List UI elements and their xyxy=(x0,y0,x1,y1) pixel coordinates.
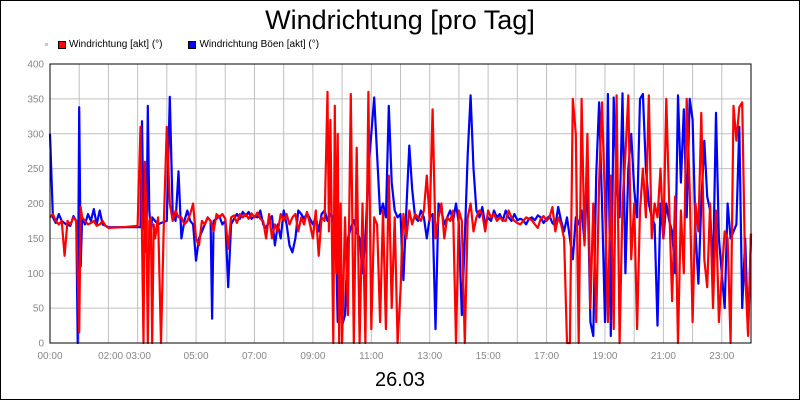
x-axis-date-label: 26.03 xyxy=(374,369,426,391)
x-tick-label: 19:00 xyxy=(592,351,617,362)
x-tick-label: 02:00 03:00 xyxy=(98,351,151,362)
legend-item-boeen: Windrichtung Böen [akt] (°) xyxy=(188,39,319,50)
y-tick-label: 250 xyxy=(27,164,44,175)
legend-swatch-red xyxy=(58,40,66,49)
series-line-boeen xyxy=(48,92,753,345)
chart-title: Windrichtung [pro Tag] xyxy=(265,5,535,35)
y-tick-label: 50 xyxy=(33,304,45,315)
legend-label-boeen: Windrichtung Böen [akt] (°) xyxy=(199,39,320,50)
x-tick-label: 15:00 xyxy=(476,351,501,362)
y-tick-label: 350 xyxy=(27,94,44,105)
y-tick-label: 300 xyxy=(27,129,44,140)
x-tick-label: 11:00 xyxy=(359,351,384,362)
y-tick-label: 150 xyxy=(27,234,44,245)
legend-marker-dot xyxy=(45,43,48,46)
legend-item-windrichtung: Windrichtung [akt] (°) xyxy=(58,39,162,50)
y-tick-label: 0 xyxy=(38,339,44,350)
x-tick-label: 17:00 xyxy=(534,351,559,362)
x-tick-label: 21:00 xyxy=(651,351,676,362)
series-line-windrichtung xyxy=(49,90,753,345)
x-tick-label: 07:00 xyxy=(242,351,267,362)
legend: Windrichtung [akt] (°) Windrichtung Böen… xyxy=(45,39,345,50)
x-tick-label: 09:00 xyxy=(300,351,325,362)
legend-label-windrichtung: Windrichtung [akt] (°) xyxy=(69,39,163,50)
y-tick-label: 400 xyxy=(27,60,44,71)
x-tick-label: 13:00 xyxy=(417,351,442,362)
x-tick-label: 23:00 xyxy=(709,351,734,362)
y-tick-label: 200 xyxy=(27,199,44,210)
plot-border xyxy=(49,63,752,344)
legend-swatch-blue xyxy=(188,40,197,49)
x-tick-label: 05:00 xyxy=(184,351,209,362)
x-tick-label: 00:00 xyxy=(37,351,62,362)
y-tick-label: 100 xyxy=(27,269,44,280)
